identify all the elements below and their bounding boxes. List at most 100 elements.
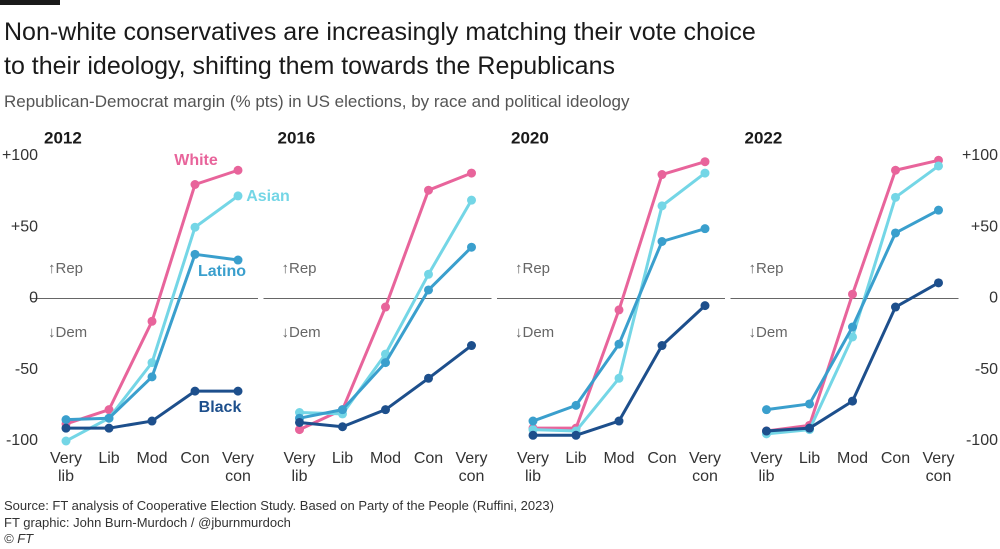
point <box>104 423 114 433</box>
point <box>147 358 157 368</box>
point <box>848 289 857 299</box>
point <box>424 373 433 383</box>
x-tick-label: Lib <box>798 450 821 467</box>
point <box>528 416 538 426</box>
series-label: White <box>174 152 218 169</box>
y-tick-label: +100 <box>962 147 998 164</box>
point <box>104 405 114 415</box>
point <box>147 416 157 426</box>
credit: FT graphic: John Burn-Murdoch / @jburnmu… <box>4 515 291 530</box>
point <box>700 224 710 234</box>
point <box>190 249 200 259</box>
point <box>233 255 243 265</box>
annotation: ↑Rep <box>515 260 550 277</box>
point <box>700 301 710 311</box>
point <box>848 396 857 406</box>
point <box>762 405 771 415</box>
series-label: Latino <box>198 263 246 280</box>
x-tick-label: Very con <box>922 450 955 485</box>
x-tick-label: Con <box>880 450 911 467</box>
series-line <box>533 304 707 437</box>
point <box>805 399 814 409</box>
point <box>424 185 433 195</box>
point <box>848 322 857 332</box>
x-tick-label: Mod <box>369 450 402 467</box>
panel-title: 2020 <box>511 128 549 147</box>
x-tick-label: Very lib <box>283 450 316 485</box>
point <box>614 373 624 383</box>
point <box>233 165 243 175</box>
title: to their ideology, shifting them towards… <box>4 52 615 80</box>
point <box>891 228 900 238</box>
x-tick-label: Con <box>413 450 444 467</box>
source: Source: FT analysis of Cooperative Elect… <box>4 498 554 513</box>
point <box>190 386 200 396</box>
x-tick-label: Mod <box>603 450 635 467</box>
x-tick-label: Lib <box>98 450 120 467</box>
y-tick-label: +50 <box>971 218 998 235</box>
point <box>424 285 433 295</box>
point <box>338 405 347 415</box>
y-tick-label: 0 <box>989 290 998 307</box>
y-tick-label: -50 <box>975 361 998 378</box>
panel-title: 2022 <box>745 128 783 147</box>
point <box>467 341 476 351</box>
x-tick-label: Mod <box>836 450 869 467</box>
point <box>934 161 943 171</box>
point <box>467 195 476 205</box>
point <box>891 302 900 312</box>
point <box>61 436 71 446</box>
series-line <box>532 227 706 423</box>
annotation: ↓Dem <box>515 324 554 341</box>
series-line <box>65 168 239 426</box>
point <box>700 157 710 167</box>
point <box>934 278 943 288</box>
series-line <box>766 208 940 412</box>
x-tick-label: Very lib <box>49 450 82 485</box>
x-tick-label: Lib <box>565 450 587 467</box>
point <box>381 302 390 312</box>
series-label: Asian <box>246 188 290 205</box>
point <box>700 168 710 178</box>
annotation: ↓Dem <box>282 324 321 341</box>
series-label: Black <box>199 399 242 416</box>
x-tick-label: Mod <box>136 450 168 467</box>
point <box>381 358 390 368</box>
annotation: ↑Rep <box>48 260 83 277</box>
series-line <box>533 160 706 430</box>
point <box>338 422 347 432</box>
point <box>147 316 157 326</box>
point <box>934 205 943 215</box>
subtitle: Republican-Democrat margin (% pts) in US… <box>4 92 630 111</box>
point <box>233 191 243 201</box>
point <box>424 269 433 279</box>
point <box>657 341 667 351</box>
title: Non-white conservatives are increasingly… <box>4 18 756 46</box>
point <box>61 415 71 425</box>
series-line <box>298 171 473 431</box>
point <box>805 423 814 433</box>
series-line <box>299 246 473 420</box>
point <box>295 425 304 435</box>
point <box>295 417 304 427</box>
series-line <box>532 171 706 433</box>
y-tick-label: -100 <box>966 432 998 449</box>
brand-bar <box>0 0 60 5</box>
point <box>614 416 624 426</box>
point <box>657 170 667 180</box>
panel-title: 2012 <box>44 128 82 147</box>
annotation: ↑Rep <box>282 260 317 277</box>
copyright: © FT <box>4 531 34 546</box>
annotation: ↑Rep <box>749 260 784 277</box>
point <box>762 426 771 436</box>
point <box>657 201 667 211</box>
x-tick-label: Very lib <box>750 450 783 485</box>
x-tick-label: Con <box>647 450 677 467</box>
point <box>657 237 667 246</box>
y-tick-label: +50 <box>11 218 38 235</box>
x-tick-label: Lib <box>331 450 354 467</box>
point <box>467 168 476 178</box>
series-line <box>766 281 940 433</box>
